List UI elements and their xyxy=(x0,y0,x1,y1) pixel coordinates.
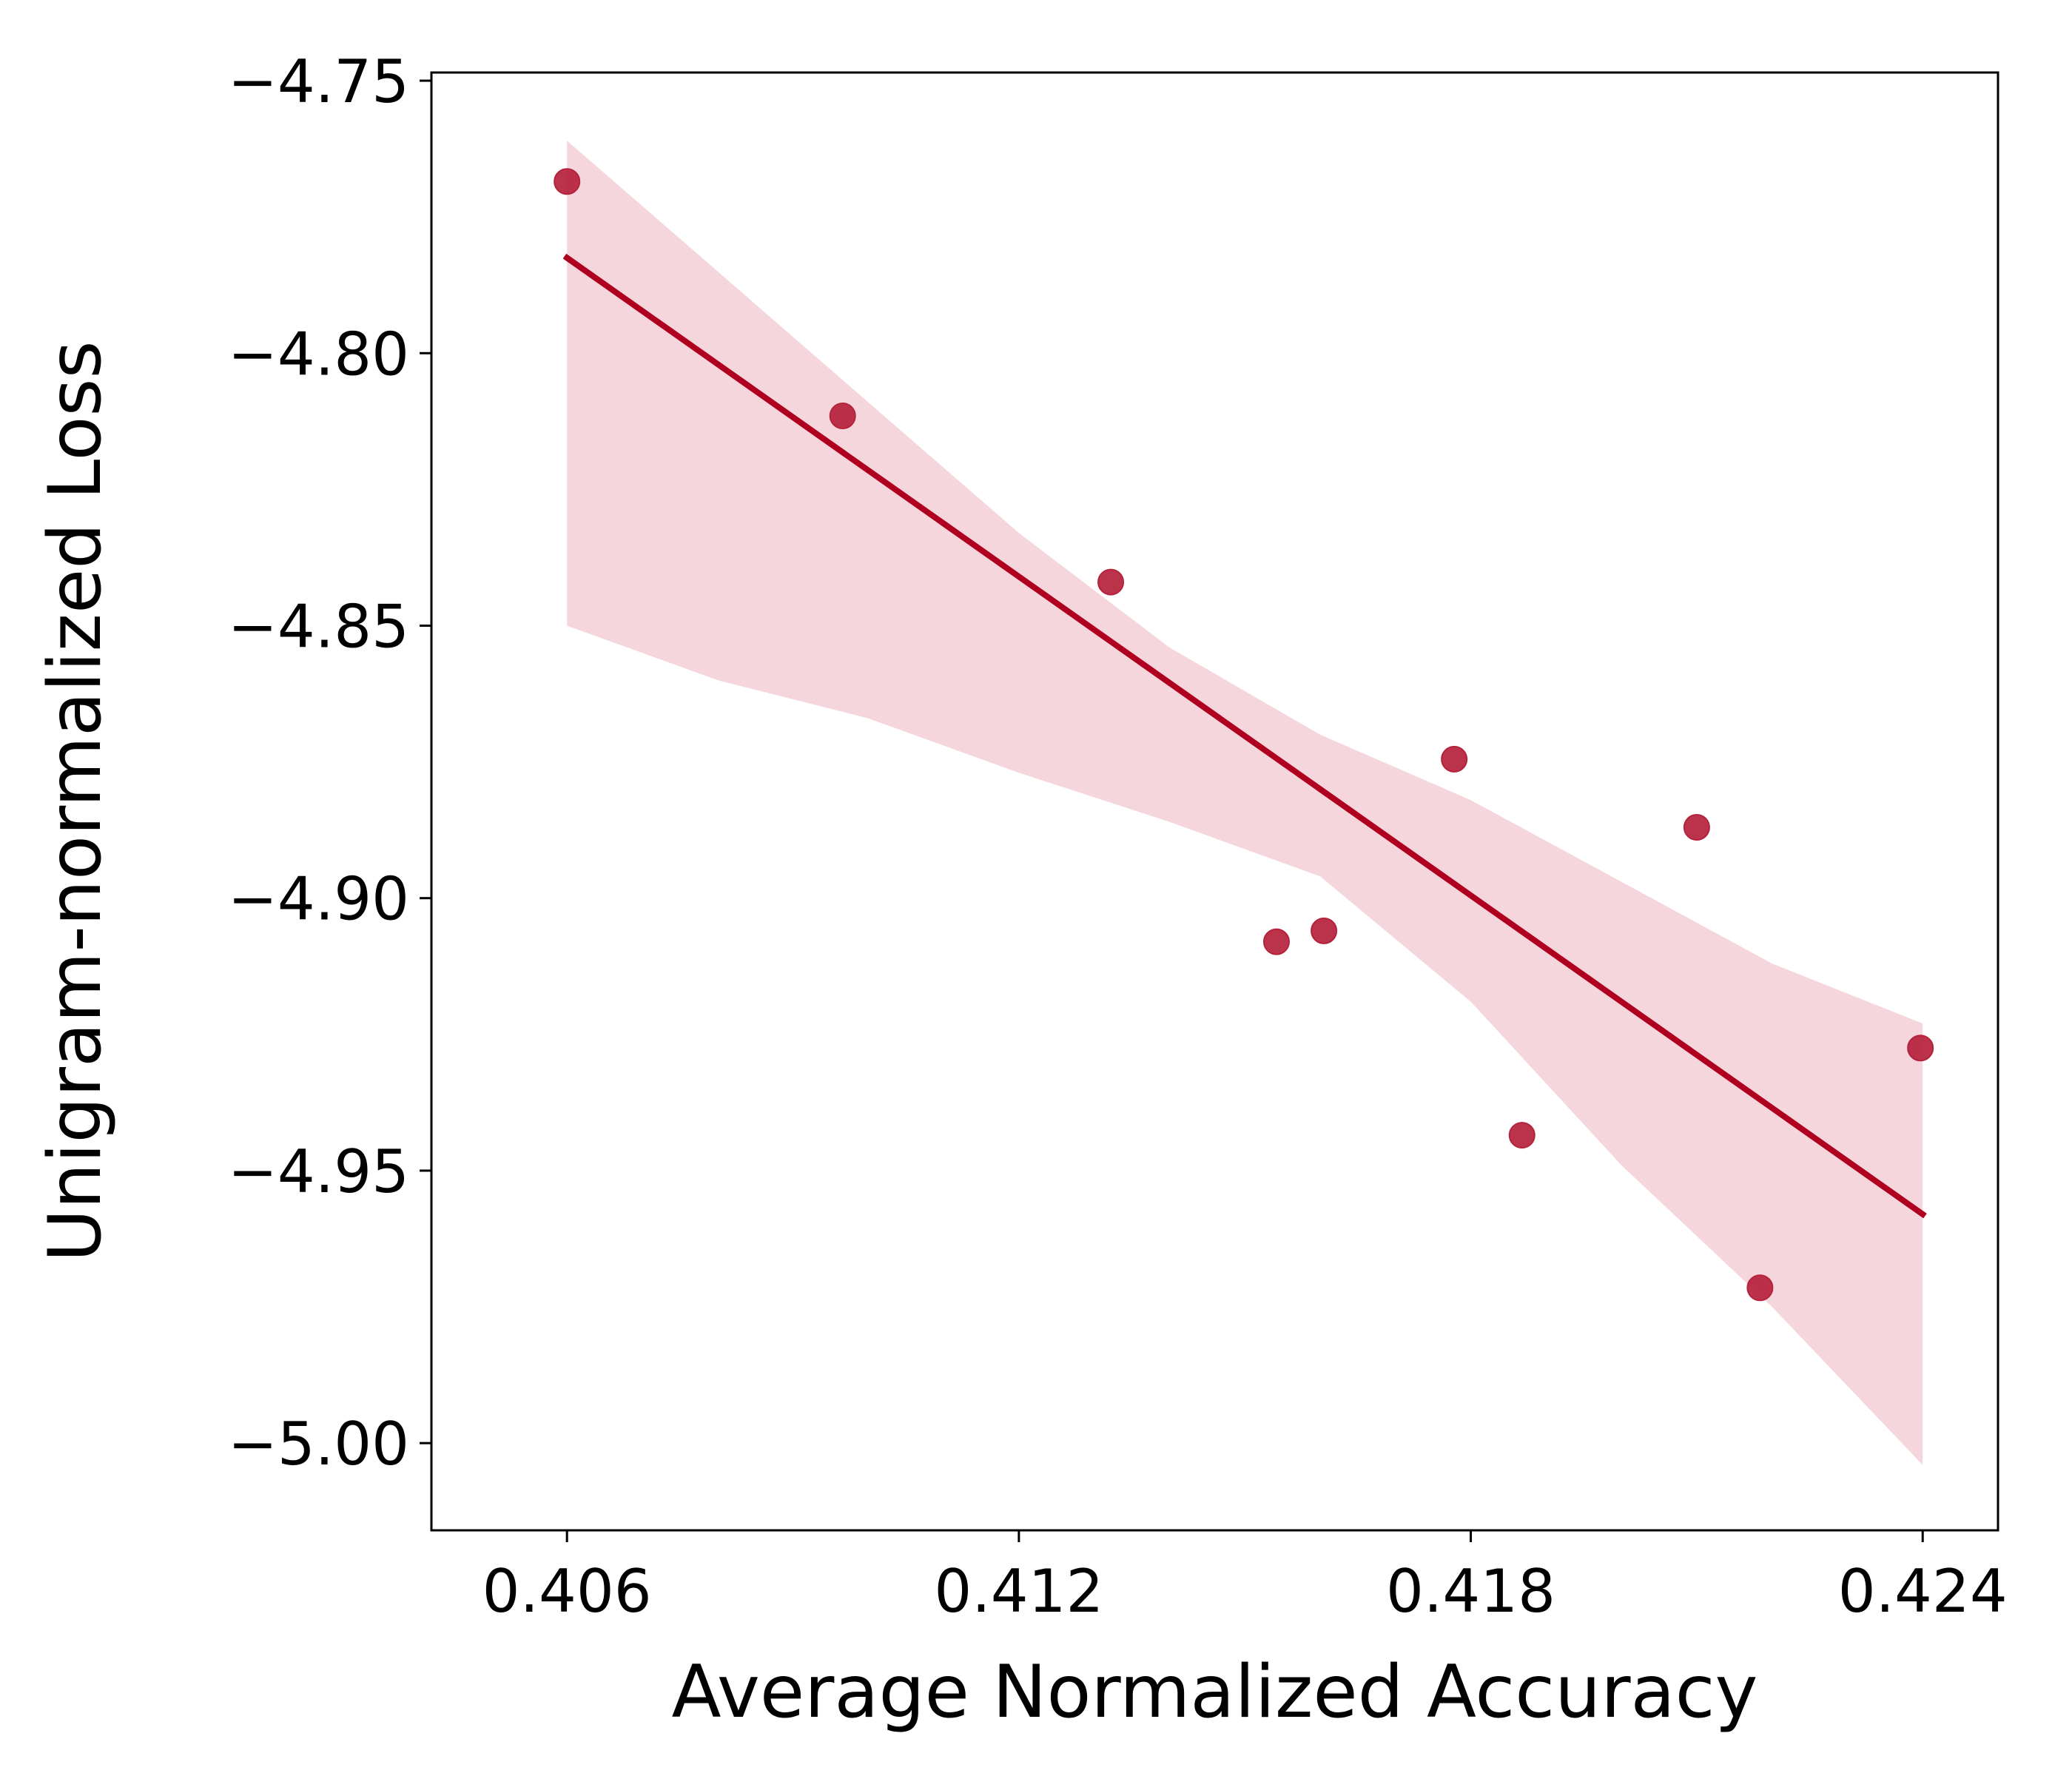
y-tick-label: −4.90 xyxy=(228,865,409,934)
x-tick-label: 0.412 xyxy=(934,1557,1103,1626)
confidence-band-layer xyxy=(567,141,1923,1465)
data-point xyxy=(1441,745,1468,773)
data-point xyxy=(554,168,581,195)
y-tick-label: −4.75 xyxy=(228,47,409,116)
x-axis-ticks: 0.406 0.412 0.418 0.424 xyxy=(482,1530,2008,1626)
y-axis-label: Unigram-normalized Loss xyxy=(33,340,118,1262)
data-point xyxy=(1683,813,1710,841)
regression-line xyxy=(562,253,1927,1219)
y-axis-ticks: −4.75 −4.80 −4.85 −4.90 −4.95 −5.00 xyxy=(228,47,431,1479)
data-point xyxy=(1097,568,1125,596)
confidence-band xyxy=(567,141,1923,1465)
data-point xyxy=(1907,1035,1934,1062)
x-tick-label: 0.424 xyxy=(1838,1557,2008,1626)
y-tick-label: −4.95 xyxy=(228,1137,409,1206)
regression-line-layer xyxy=(562,253,1927,1219)
data-point xyxy=(829,402,856,429)
y-tick-label: −5.00 xyxy=(228,1410,409,1479)
data-point xyxy=(1746,1274,1774,1302)
data-point xyxy=(1262,928,1290,955)
y-tick-label: −4.80 xyxy=(228,320,409,388)
data-points-layer xyxy=(554,168,1934,1302)
data-point xyxy=(1508,1122,1536,1149)
data-point xyxy=(1311,917,1338,944)
y-tick-label: −4.85 xyxy=(228,592,409,661)
plot-frame xyxy=(430,71,1999,1532)
x-tick-label: 0.418 xyxy=(1386,1557,1555,1626)
x-axis-label: Average Normalized Accuracy xyxy=(672,1650,1758,1735)
x-tick-label: 0.406 xyxy=(482,1557,652,1626)
